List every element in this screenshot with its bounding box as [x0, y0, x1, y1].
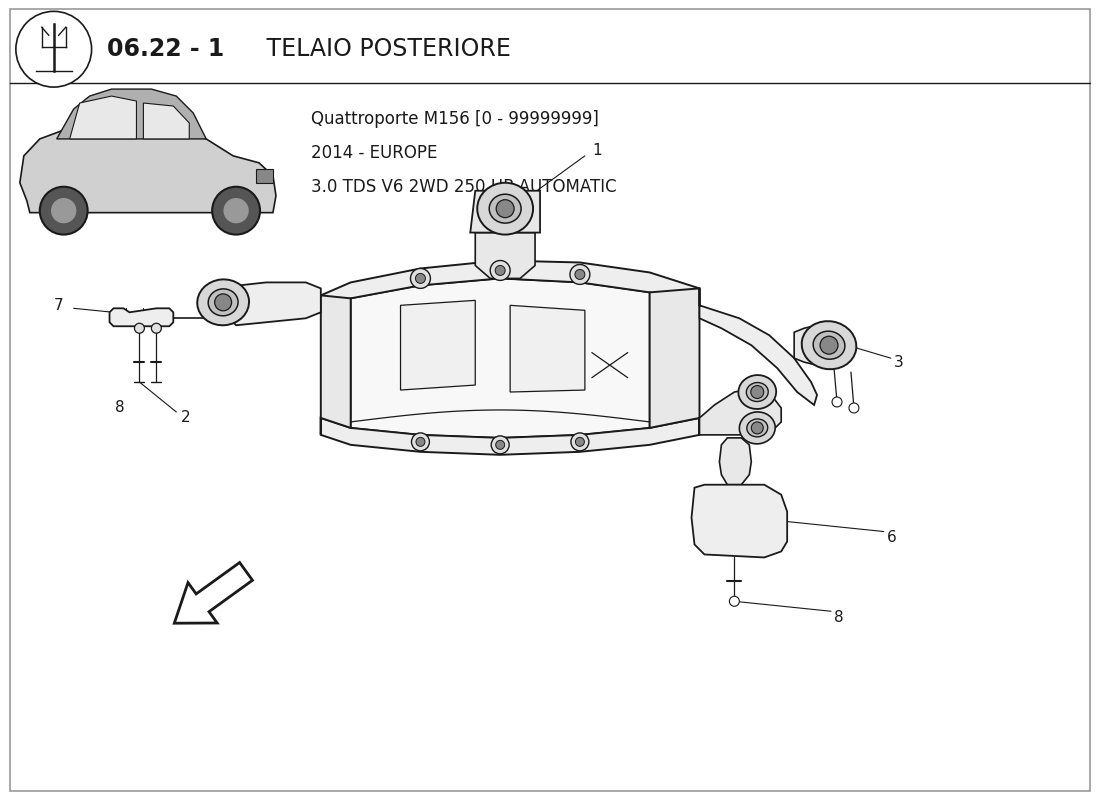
Text: 2014 - EUROPE: 2014 - EUROPE	[311, 144, 437, 162]
Circle shape	[570, 265, 590, 285]
Circle shape	[212, 186, 260, 234]
Ellipse shape	[746, 382, 768, 402]
Circle shape	[134, 323, 144, 334]
Polygon shape	[69, 96, 136, 139]
Circle shape	[214, 294, 232, 311]
Text: Quattroporte M156 [0 - 99999999]: Quattroporte M156 [0 - 99999999]	[311, 110, 598, 128]
Circle shape	[40, 186, 88, 234]
Polygon shape	[110, 308, 174, 326]
Text: 1: 1	[592, 143, 602, 158]
Circle shape	[416, 274, 426, 283]
Text: 2: 2	[182, 410, 191, 426]
Circle shape	[571, 433, 588, 451]
Circle shape	[496, 440, 505, 450]
Text: 3.0 TDS V6 2WD 250 HP AUTOMATIC: 3.0 TDS V6 2WD 250 HP AUTOMATIC	[311, 178, 616, 196]
Circle shape	[152, 323, 162, 334]
Circle shape	[495, 266, 505, 275]
Polygon shape	[510, 306, 585, 392]
Polygon shape	[700, 288, 817, 405]
Text: 06.22 - 1: 06.22 - 1	[107, 38, 223, 62]
Circle shape	[575, 438, 584, 446]
Ellipse shape	[813, 331, 845, 359]
Polygon shape	[719, 438, 751, 485]
Polygon shape	[256, 169, 273, 182]
Ellipse shape	[208, 289, 238, 316]
Text: 8: 8	[834, 610, 844, 625]
Text: 7: 7	[54, 298, 64, 313]
Polygon shape	[321, 295, 351, 435]
Ellipse shape	[802, 321, 856, 370]
Polygon shape	[794, 322, 842, 368]
Polygon shape	[471, 190, 540, 233]
Circle shape	[491, 261, 510, 281]
Polygon shape	[351, 278, 650, 438]
Ellipse shape	[490, 194, 521, 223]
Ellipse shape	[739, 412, 776, 444]
Ellipse shape	[747, 419, 768, 437]
Polygon shape	[700, 388, 781, 435]
Text: 8: 8	[114, 401, 124, 415]
Circle shape	[224, 198, 249, 222]
FancyArrow shape	[174, 562, 253, 623]
Ellipse shape	[738, 375, 777, 409]
Circle shape	[751, 422, 763, 434]
Polygon shape	[650, 288, 700, 435]
Circle shape	[15, 11, 91, 87]
Ellipse shape	[477, 182, 534, 234]
Polygon shape	[692, 485, 788, 558]
Polygon shape	[143, 103, 189, 139]
Text: 3: 3	[894, 354, 903, 370]
Circle shape	[411, 433, 429, 451]
Polygon shape	[400, 300, 475, 390]
Circle shape	[751, 386, 763, 398]
Circle shape	[832, 397, 842, 407]
Circle shape	[496, 200, 514, 218]
Polygon shape	[321, 261, 700, 312]
Text: TELAIO POSTERIORE: TELAIO POSTERIORE	[258, 38, 510, 62]
Polygon shape	[20, 123, 276, 213]
Polygon shape	[57, 89, 206, 139]
Circle shape	[849, 403, 859, 413]
Circle shape	[575, 270, 585, 279]
Ellipse shape	[197, 279, 249, 326]
Circle shape	[492, 436, 509, 454]
Circle shape	[821, 336, 838, 354]
Polygon shape	[321, 418, 700, 455]
Text: 6: 6	[887, 530, 896, 545]
Circle shape	[410, 269, 430, 288]
Circle shape	[416, 438, 425, 446]
Circle shape	[729, 596, 739, 606]
Polygon shape	[221, 282, 321, 326]
Polygon shape	[475, 233, 535, 278]
Circle shape	[52, 198, 76, 222]
